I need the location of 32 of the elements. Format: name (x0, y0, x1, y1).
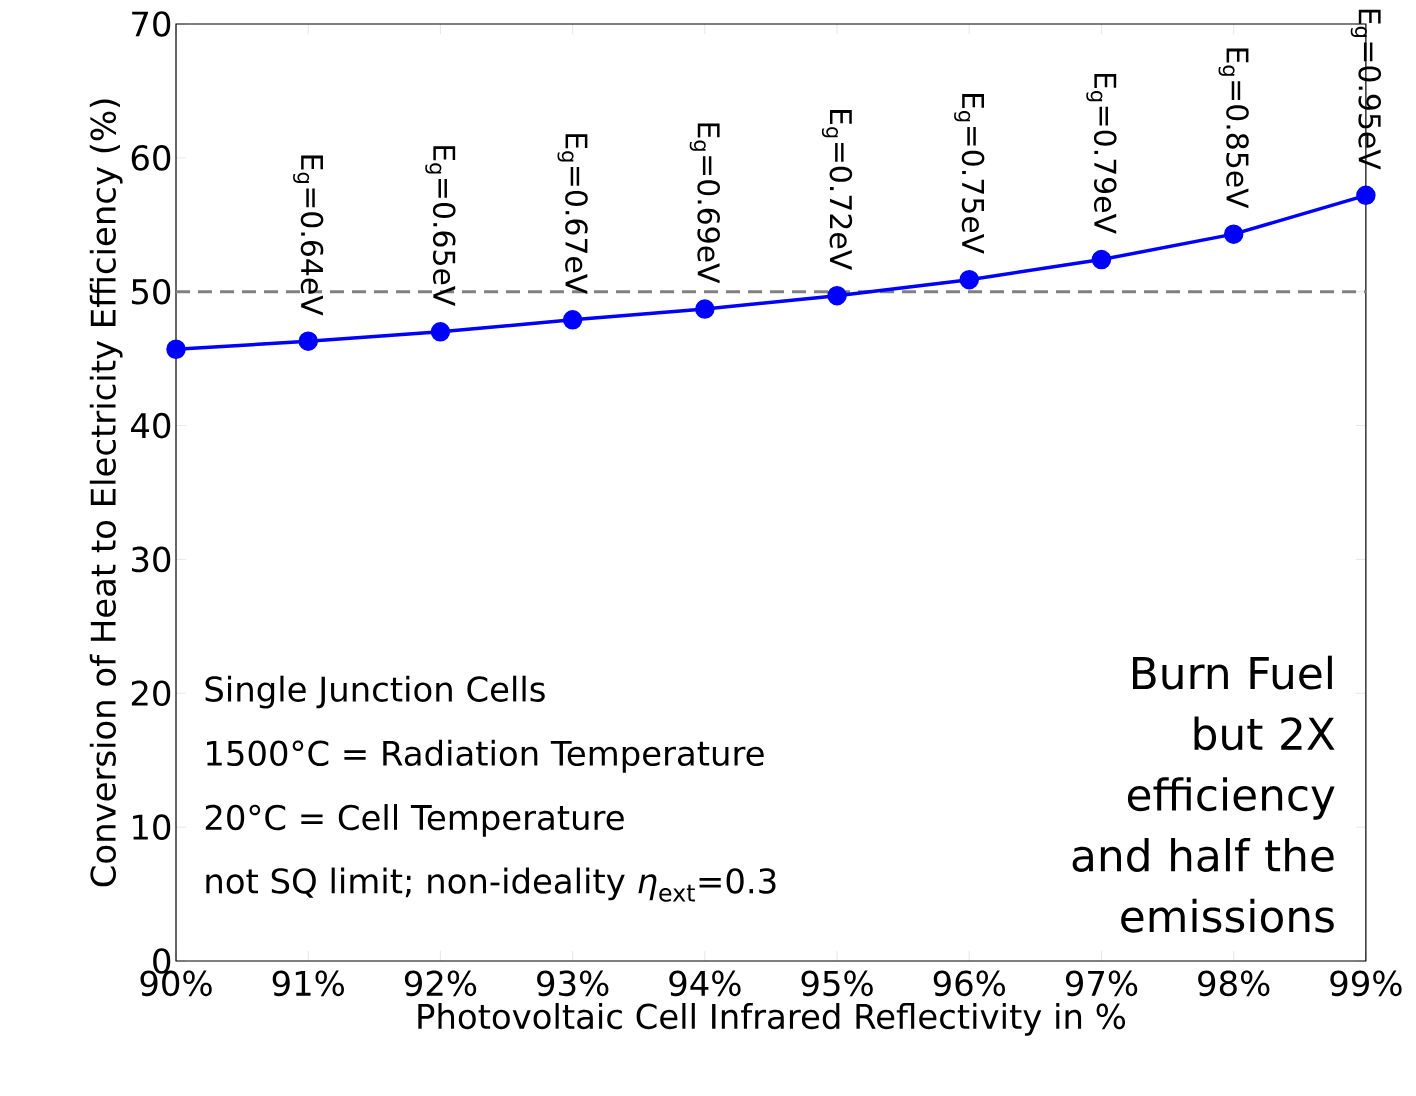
y-tick-label: 60 (131, 145, 171, 171)
x-axis-title: Photovoltaic Cell Infrared Reflectivity in % (418, 1002, 1126, 1036)
y-tick-label: 20 (131, 680, 171, 707)
x-tick-label: 92% (404, 970, 477, 997)
x-tick-label: 91% (272, 970, 344, 997)
annotation: E$_{g}$=0.64eV (293, 155, 324, 316)
annotation: Single Junction Cells (205, 675, 545, 709)
annotation: E$_{g}$=0.67eV (557, 134, 588, 295)
x-tick-label: 93% (537, 970, 609, 997)
y-tick-label: 70 (132, 11, 171, 37)
x-tick-label: 95% (801, 970, 873, 997)
annotation: E$_{g}$=0.72eV (821, 110, 853, 270)
y-tick-label: 40 (131, 412, 171, 439)
x-tick-label: 99% (1330, 970, 1402, 997)
y-tick-label: 30 (131, 546, 171, 573)
annotation: E$_{g}$=0.79eV (1086, 73, 1117, 234)
annotation: Burn Fuel but 2X efficiency and half the emissions (1072, 655, 1335, 933)
y-tick-label: 10 (133, 814, 171, 840)
annotation: 1500°C = Radiation Temperature (207, 739, 764, 773)
x-tick-label: 97% (1065, 970, 1138, 997)
annotation: E$_{g}$=0.75eV (954, 93, 985, 254)
annotation: E$_{g}$=0.65eV (425, 146, 456, 307)
annotation: not SQ limit; non-ideality η$_{ext}$=0.3 (206, 867, 776, 902)
x-tick-label: 94% (669, 970, 741, 997)
x-tick-label: 96% (933, 970, 1005, 997)
annotation: E$_{g}$=0.95eV (1350, 9, 1381, 170)
annotation: E$_{g}$=0.69eV (689, 123, 720, 284)
y-axis-title: Conversion of Heat to Electricity Efficiency (%) (89, 99, 123, 887)
annotation: 20°C = Cell Temperature (205, 804, 624, 837)
annotation: E$_{g}$=0.85eV (1218, 48, 1249, 209)
x-tick-label: 98% (1198, 970, 1270, 997)
y-tick-label: 50 (131, 278, 171, 305)
